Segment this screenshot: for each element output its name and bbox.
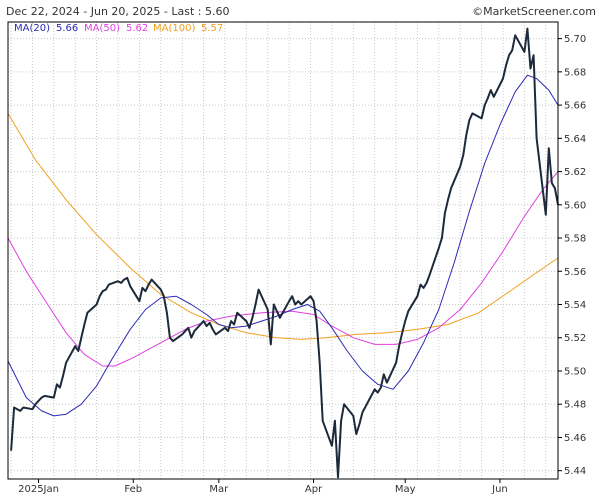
x-tick-label: Jun (491, 484, 508, 495)
y-tick-label: 5.64 (564, 134, 586, 145)
y-tick-label: 5.68 (564, 67, 586, 78)
y-tick-label: 5.56 (564, 267, 586, 278)
axis-ticks: 5.44 5.46 5.48 5.50 5.52 5.54 5.56 5.58 5.60 5.62… (18, 34, 586, 495)
y-tick-label: 5.66 (564, 101, 586, 112)
y-tick-label: 5.44 (564, 466, 586, 477)
y-tick-label: 5.48 (564, 400, 586, 411)
y-tick-label: 5.70 (564, 34, 586, 45)
x-tick-label: Mar (209, 484, 229, 495)
series-line-price (10, 27, 559, 479)
legend: MA(20) 5.66 MA(50) 5.62 MA(100) 5.57 (14, 23, 223, 34)
gridlines (8, 22, 558, 479)
y-tick-label: 5.54 (564, 300, 586, 311)
legend-ma100-label: MA(100) (153, 23, 195, 34)
legend-ma50-label: MA(50) (84, 23, 120, 34)
y-tick-label: 5.60 (564, 200, 586, 211)
legend-ma100-value: 5.57 (201, 23, 223, 34)
y-tick-label: 5.52 (564, 333, 586, 344)
legend-ma20-value: 5.66 (56, 23, 78, 34)
x-tick-label: 2025Jan (18, 484, 59, 495)
legend-ma20-label: MA(20) (14, 23, 50, 34)
plot-frame (7, 21, 559, 480)
series-lines (7, 27, 559, 479)
legend-ma50-value: 5.62 (126, 23, 148, 34)
chart-header-range: Dec 22, 2024 - Jun 20, 2025 - Last : 5.6… (6, 5, 229, 18)
series-line-ma100 (7, 113, 559, 340)
series-line-ma20 (7, 74, 559, 417)
chart-source-credit: ©MarketScreener.com (472, 5, 596, 18)
x-tick-label: Feb (124, 484, 142, 495)
y-tick-label: 5.58 (564, 234, 586, 245)
x-tick-label: Apr (305, 484, 323, 495)
y-tick-label: 5.46 (564, 433, 586, 444)
x-tick-label: May (395, 484, 416, 495)
y-tick-label: 5.50 (564, 366, 586, 377)
y-tick-label: 5.62 (564, 167, 586, 178)
